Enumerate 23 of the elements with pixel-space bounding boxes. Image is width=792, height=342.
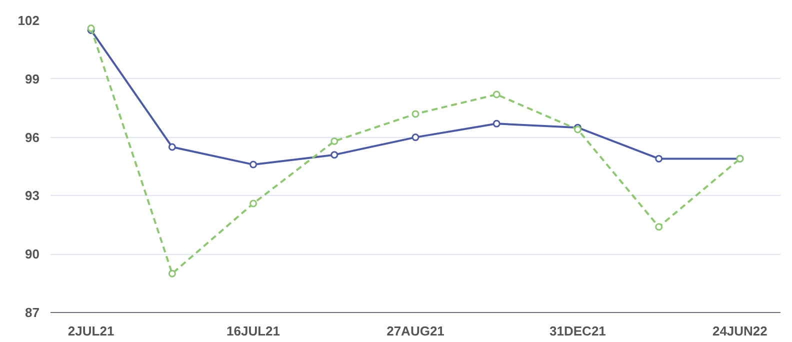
point	[492, 120, 500, 128]
point	[168, 143, 176, 151]
x-tick-label: 16JUL21	[226, 324, 280, 338]
point	[168, 270, 176, 278]
x-tick-label: 24JUN22	[712, 324, 768, 338]
point	[250, 160, 258, 168]
y-tick-label: 90	[25, 246, 40, 262]
x-tick-label: 2JUL21	[68, 324, 114, 338]
x-tick-label: 27AUG21	[386, 324, 444, 338]
point	[655, 154, 663, 162]
point	[250, 200, 258, 208]
point	[492, 90, 500, 98]
point	[412, 110, 420, 118]
y-tick-label: 93	[25, 188, 40, 204]
point	[412, 134, 420, 142]
point	[330, 151, 338, 159]
y-tick-label: 87	[25, 305, 40, 320]
y-tick-label: 96	[25, 130, 40, 145]
y-tick-label: 102	[18, 13, 40, 28]
y-tick-label: 99	[25, 71, 40, 86]
x-tick-label: 31DEC21	[550, 324, 606, 338]
point	[330, 137, 338, 145]
point	[655, 223, 663, 231]
